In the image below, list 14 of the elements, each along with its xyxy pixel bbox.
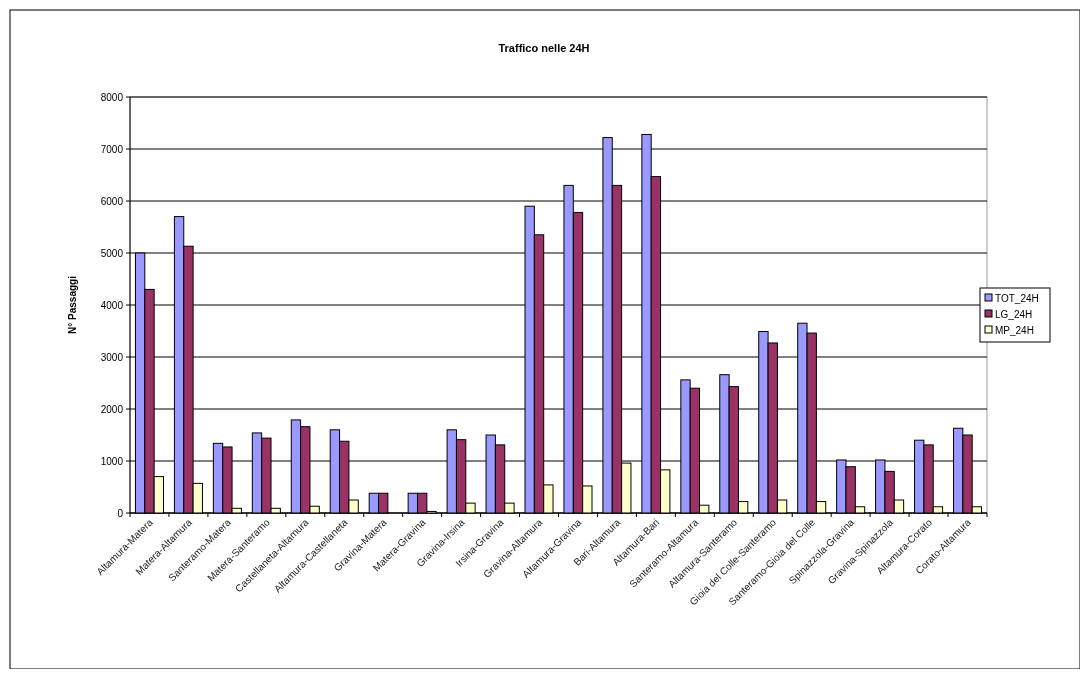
legend-label: MP_24H <box>995 324 1034 336</box>
legend-label: TOT_24H <box>995 292 1039 304</box>
y-tick-label: 1000 <box>100 455 124 467</box>
y-tick-label: 6000 <box>100 195 124 207</box>
y-tick-label: 7000 <box>100 143 124 155</box>
y-tick-label: 3000 <box>100 351 124 363</box>
chart-title: Traffico nelle 24H <box>498 42 590 54</box>
y-tick-label: 2000 <box>100 403 124 415</box>
y-tick-label: 5000 <box>100 247 124 259</box>
legend-label: LG_24H <box>995 308 1033 320</box>
y-tick-label: 4000 <box>100 299 124 311</box>
y-tick-label: 0 <box>117 507 124 519</box>
y-tick-label: 8000 <box>100 91 124 103</box>
y-axis-title: N° Passaggi <box>67 275 78 334</box>
